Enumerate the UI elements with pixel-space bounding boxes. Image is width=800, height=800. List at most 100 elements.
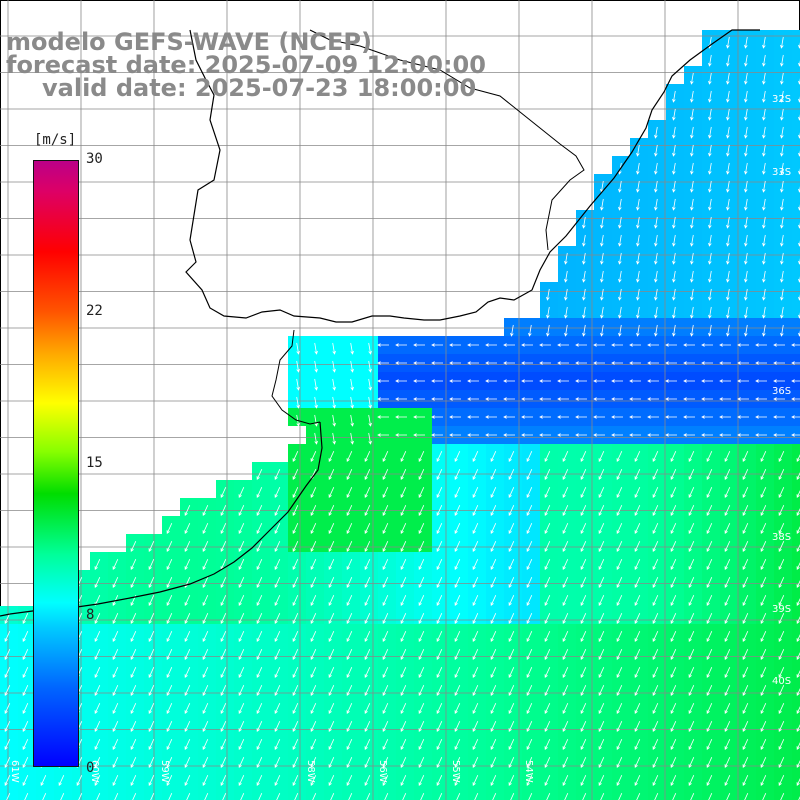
wind-arrow: [94, 667, 101, 678]
latitude-label: 33S: [772, 167, 791, 178]
wind-arrow: [688, 613, 695, 624]
wind-arrow: [726, 216, 730, 229]
wind-arrow: [562, 487, 569, 498]
wind-arrow: [130, 649, 137, 660]
wind-arrow: [544, 667, 551, 678]
wind-arrow: [258, 793, 263, 800]
wind-arrow: [256, 703, 263, 714]
wind-arrow: [94, 703, 101, 714]
wind-arrow: [665, 433, 677, 437]
wind-arrow: [274, 613, 281, 624]
wind-arrow: [706, 577, 713, 588]
wind-arrow: [256, 757, 263, 768]
wind-arrow: [22, 613, 29, 624]
wind-speed-cell: [792, 174, 800, 192]
wind-arrow: [382, 595, 389, 606]
wind-arrow: [636, 306, 640, 319]
wind-arrow: [744, 324, 748, 337]
wind-arrow: [436, 577, 443, 588]
wind-arrow: [130, 613, 137, 624]
wind-arrow: [780, 162, 784, 175]
wind-arrow: [760, 613, 767, 624]
wind-arrow: [742, 631, 749, 642]
wind-arrow: [778, 721, 785, 732]
wind-arrow: [526, 757, 533, 768]
wind-arrow: [778, 523, 785, 534]
wind-arrow: [526, 595, 533, 606]
wind-arrow: [762, 72, 766, 85]
wind-arrow: [778, 595, 785, 606]
wind-arrow: [539, 343, 551, 347]
wind-arrow: [726, 126, 730, 139]
wind-arrow: [328, 739, 335, 750]
wind-arrow: [310, 613, 317, 624]
wind-arrow: [636, 793, 641, 800]
wind-arrow: [454, 487, 461, 498]
wind-arrow: [582, 306, 586, 319]
wind-arrow: [636, 324, 640, 337]
wind-arrow: [742, 541, 749, 552]
wind-arrow: [310, 577, 317, 588]
wind-arrow: [503, 343, 515, 347]
wind-arrow: [755, 379, 767, 383]
wind-arrow: [562, 775, 569, 786]
wind-arrow: [413, 361, 425, 365]
wind-arrow: [472, 775, 479, 786]
wind-arrow: [701, 433, 713, 437]
wind-arrow: [762, 216, 766, 229]
wind-arrow: [629, 361, 641, 365]
wind-arrow: [112, 721, 119, 732]
wind-arrow: [456, 793, 461, 800]
wind-arrow: [400, 721, 407, 732]
wind-arrow: [274, 559, 281, 570]
wind-arrow: [436, 469, 443, 480]
longitude-label: 54W: [523, 760, 534, 783]
wind-arrow: [670, 739, 677, 750]
wind-speed-cell: [270, 786, 288, 800]
wind-arrow: [706, 631, 713, 642]
wind-arrow: [706, 721, 713, 732]
wind-arrow: [364, 595, 371, 606]
wind-arrow: [328, 469, 335, 480]
wind-arrow: [544, 757, 551, 768]
wind-arrow: [575, 397, 587, 401]
wind-arrow: [490, 595, 497, 606]
wind-arrow: [490, 649, 497, 660]
wind-arrow: [544, 739, 551, 750]
wind-arrow: [148, 541, 155, 552]
wind-arrow: [395, 379, 407, 383]
wind-arrow: [690, 126, 694, 139]
wind-arrow: [472, 541, 479, 552]
wind-arrow: [348, 793, 353, 800]
wind-arrow: [690, 144, 694, 157]
wind-arrow: [418, 703, 425, 714]
wind-arrow: [350, 378, 354, 391]
wind-arrow: [472, 451, 479, 462]
wind-speed-cell: [234, 786, 252, 800]
wind-arrow: [701, 415, 713, 419]
wind-arrow: [364, 451, 371, 462]
wind-arrow: [616, 541, 623, 552]
wind-arrow: [112, 577, 119, 588]
wind-arrow: [328, 577, 335, 588]
wind-arrow: [760, 577, 767, 588]
wind-arrow: [683, 433, 695, 437]
wind-arrow: [382, 541, 389, 552]
wind-arrow: [778, 667, 785, 678]
wind-arrow: [708, 90, 712, 103]
wind-arrow: [292, 739, 299, 750]
wind-arrow: [364, 559, 371, 570]
wind-arrow: [346, 613, 353, 624]
wind-arrow: [791, 415, 800, 419]
wind-arrow: [598, 505, 605, 516]
wind-arrow: [220, 631, 227, 642]
wind-arrow: [449, 361, 461, 365]
wind-arrow: [616, 667, 623, 678]
wind-arrow: [647, 397, 659, 401]
wind-arrow: [472, 703, 479, 714]
wind-arrow: [670, 523, 677, 534]
wind-arrow: [202, 559, 209, 570]
wind-arrow: [368, 360, 372, 373]
wind-arrow: [616, 451, 623, 462]
wind-arrow: [76, 775, 83, 786]
